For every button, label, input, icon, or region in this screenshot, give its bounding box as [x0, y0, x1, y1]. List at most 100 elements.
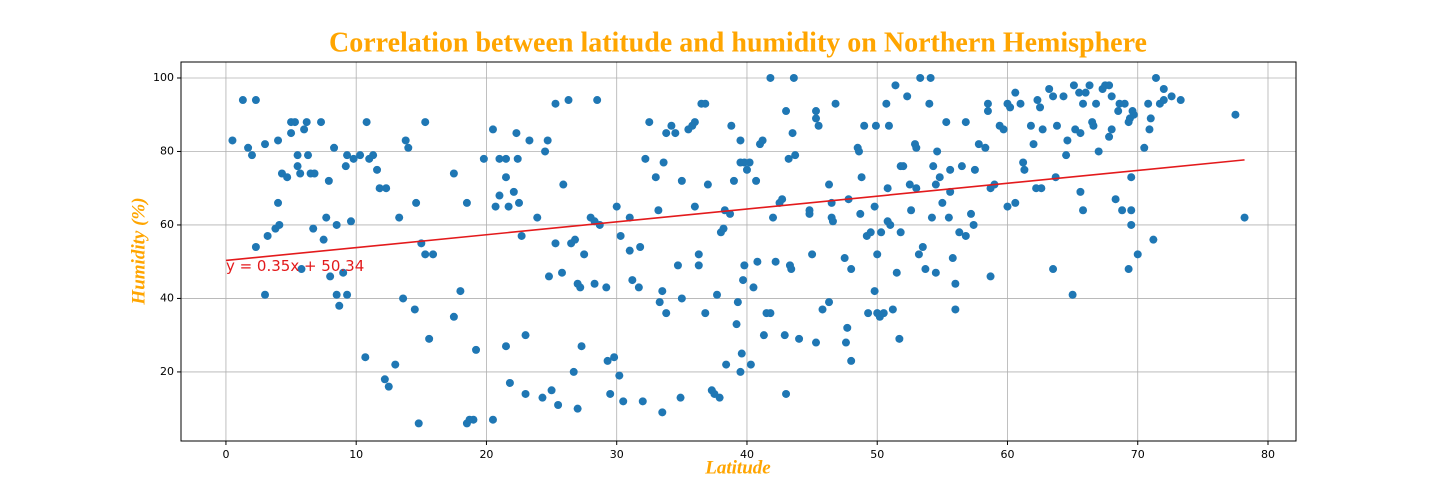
point [380, 375, 389, 384]
point [1107, 125, 1116, 134]
y-tick-label: 80 [160, 144, 174, 157]
point [330, 143, 339, 152]
point [961, 231, 970, 240]
point [449, 312, 458, 321]
point [1111, 195, 1120, 204]
point [504, 202, 513, 211]
point [727, 121, 736, 130]
point [310, 169, 319, 178]
point [912, 184, 921, 193]
point [891, 81, 900, 90]
point [926, 73, 935, 82]
point [795, 334, 804, 343]
point [373, 165, 382, 174]
point [818, 305, 827, 314]
point [616, 231, 625, 240]
point [1049, 265, 1058, 274]
point [870, 202, 879, 211]
point [324, 176, 333, 185]
point [319, 235, 328, 244]
point [300, 125, 309, 134]
point [1075, 88, 1084, 97]
point [921, 265, 930, 274]
point [737, 349, 746, 358]
point [634, 283, 643, 292]
point [573, 404, 582, 413]
point [479, 154, 488, 163]
point [662, 309, 671, 318]
point [525, 136, 534, 145]
point [593, 96, 602, 105]
point [812, 114, 821, 123]
point [1052, 121, 1061, 130]
point [228, 136, 237, 145]
point [970, 165, 979, 174]
point [677, 176, 686, 185]
point [854, 147, 863, 156]
point [343, 290, 352, 299]
point [501, 154, 510, 163]
point [831, 99, 840, 108]
y-tick-label: 20 [160, 365, 174, 378]
point [1029, 140, 1038, 149]
point [955, 228, 964, 237]
point [812, 338, 821, 347]
point [658, 408, 667, 417]
point [742, 165, 751, 174]
point [1069, 81, 1078, 90]
point [713, 290, 722, 299]
point [690, 118, 699, 127]
point [907, 206, 916, 215]
point [883, 184, 892, 193]
point [509, 187, 518, 196]
point [740, 261, 749, 270]
point [343, 151, 352, 160]
point [369, 151, 378, 160]
point [1159, 85, 1168, 94]
point [317, 118, 326, 127]
point [961, 118, 970, 127]
point [870, 287, 879, 296]
point [641, 154, 650, 163]
point [658, 287, 667, 296]
point [590, 279, 599, 288]
point [495, 191, 504, 200]
point [841, 338, 850, 347]
point [935, 173, 944, 182]
point [341, 162, 350, 171]
point [1105, 81, 1114, 90]
point [274, 198, 283, 207]
point [603, 356, 612, 365]
point [619, 397, 628, 406]
point [969, 220, 978, 229]
point [521, 331, 530, 340]
point [551, 239, 560, 248]
point [290, 118, 299, 127]
point [715, 393, 724, 402]
point [667, 121, 676, 130]
point [410, 305, 419, 314]
point [1167, 92, 1176, 101]
point [1133, 250, 1142, 259]
point [1151, 73, 1160, 82]
point [296, 169, 305, 178]
point [1059, 92, 1068, 101]
point [547, 386, 556, 395]
x-tick-label: 40 [740, 448, 754, 461]
point [753, 257, 762, 266]
y-tick-label: 40 [160, 291, 174, 304]
point [694, 261, 703, 270]
point [275, 220, 284, 229]
point [1011, 198, 1020, 207]
y-axis-label: Humidity (%) [128, 197, 149, 305]
point [676, 393, 685, 402]
point [1026, 121, 1035, 130]
point [513, 154, 522, 163]
point [580, 250, 589, 259]
point [1076, 129, 1085, 138]
point [488, 415, 497, 424]
point [871, 121, 880, 130]
point [244, 143, 253, 152]
point [615, 371, 624, 380]
point [856, 209, 865, 218]
